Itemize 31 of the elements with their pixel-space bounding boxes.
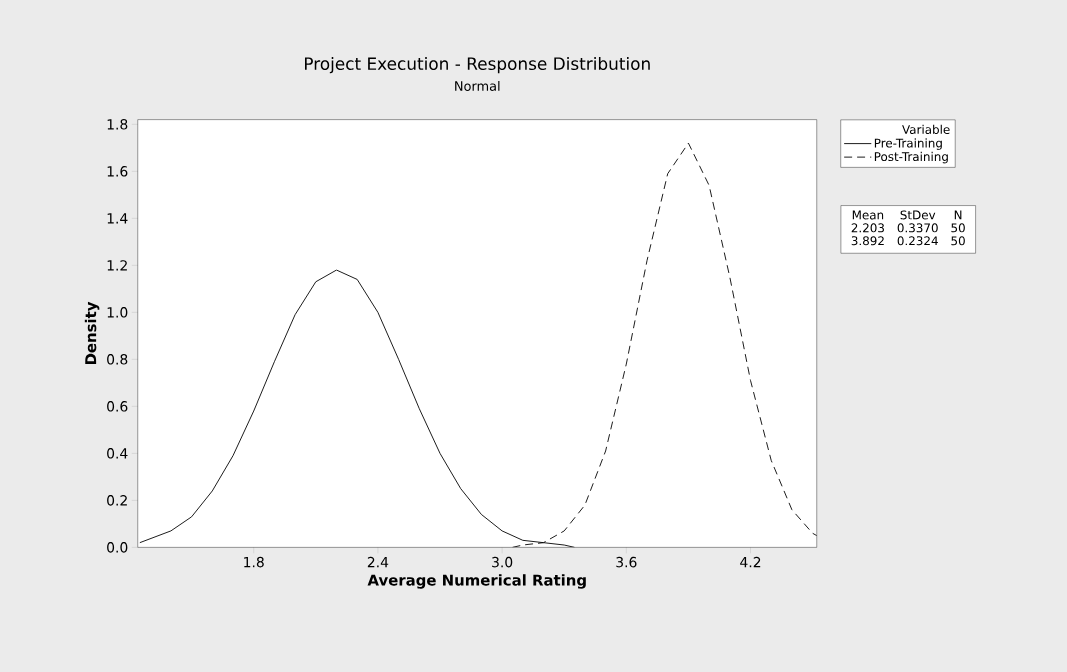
text: 2.203	[851, 223, 884, 233]
x-axis-title: Average Numerical Rating	[367, 574, 586, 589]
x-tick-label: 3.6	[616, 556, 637, 568]
text: 50	[951, 223, 965, 233]
text: 3.892	[851, 236, 884, 246]
y-tick-label: 1.6	[107, 166, 128, 177]
x-tick-label: 4.2	[740, 556, 761, 568]
x-tick-label: 2.4	[367, 556, 389, 568]
x-tick-label: 3.0	[492, 556, 513, 568]
x-tick-label: 1.8	[244, 556, 264, 568]
y-tick-label: 0.0	[107, 542, 128, 553]
text: N	[954, 210, 962, 220]
text: 0.3370	[897, 223, 938, 233]
chart-subtitle: Normal	[455, 80, 500, 91]
text: Mean	[852, 210, 884, 220]
text: StDev	[900, 210, 936, 220]
y-tick-label: 1.4	[107, 213, 128, 224]
legend-label: Pre-Training	[874, 138, 942, 150]
y-tick-label: 1.8	[107, 119, 128, 130]
y-tick-label: 1.2	[107, 260, 127, 271]
y-tick-label: 0.4	[107, 448, 128, 459]
y-tick-label: 0.6	[107, 401, 128, 412]
y-axis-title: Density	[84, 301, 100, 365]
y-tick-label: 1.0	[107, 307, 128, 318]
text: 50	[951, 236, 965, 246]
y-tick-label: 0.2	[107, 495, 127, 506]
legend-title: Variable	[902, 124, 950, 135]
y-tick-label: 0.8	[107, 354, 128, 365]
legend-label: Post-Training	[874, 151, 948, 164]
text: 0.2324	[897, 236, 938, 246]
chart-title: Project Execution - Response Distribution	[305, 56, 650, 74]
